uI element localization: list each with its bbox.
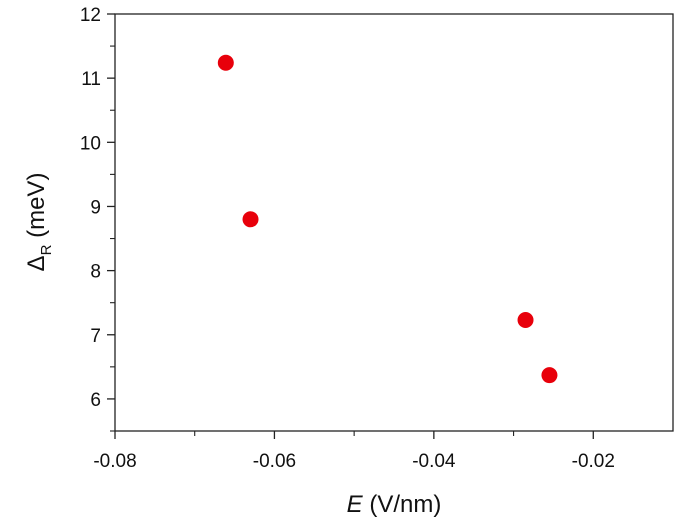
x-tick-label: -0.08 [93, 451, 136, 472]
y-axis-unit: (meV) [23, 173, 50, 245]
y-tick-label: 11 [81, 69, 101, 90]
y-tick-label: 10 [80, 133, 101, 154]
data-point [541, 367, 558, 384]
y-axis-symbol: Δ [23, 255, 50, 271]
x-axis-title: E (V/nm) [347, 491, 442, 518]
x-tick-label: -0.04 [412, 451, 456, 472]
y-tick-label: 12 [80, 5, 101, 26]
y-tick-label: 8 [90, 262, 101, 283]
x-axis-unit: (V/nm) [363, 491, 442, 518]
axis-tick-labels: -0.08 -0.06 -0.04 -0.02 6 7 8 9 10 11 12 [80, 5, 615, 472]
plot-frame [114, 13, 674, 432]
axis-ticks [107, 13, 594, 439]
y-axis-subscript: R [38, 244, 55, 255]
y-tick-label: 7 [90, 326, 101, 347]
data-points [217, 54, 558, 384]
x-axis-variable: E [347, 491, 364, 518]
data-point [217, 54, 234, 71]
data-point [242, 211, 259, 228]
x-tick-label: -0.06 [253, 451, 296, 472]
y-tick-label: 6 [90, 390, 101, 411]
y-tick-label: 9 [90, 197, 101, 218]
data-point [517, 312, 534, 329]
x-tick-label: -0.02 [572, 451, 615, 472]
y-axis-title: ΔR (meV) [23, 173, 55, 272]
